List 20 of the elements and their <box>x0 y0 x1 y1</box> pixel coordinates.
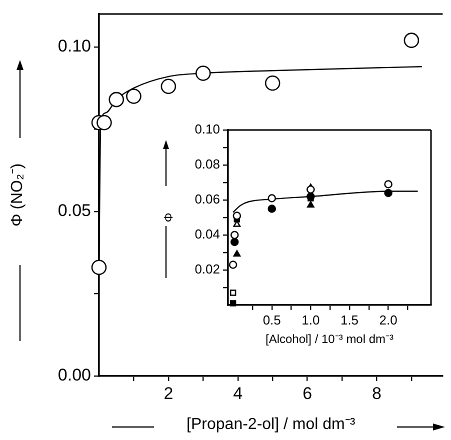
y-tick-label: 0.06 <box>194 192 220 207</box>
x-tick-label: 4 <box>233 384 243 403</box>
x-tick-label: 2 <box>164 384 174 403</box>
x-tick-label: 1.0 <box>302 312 320 328</box>
y-tick-label: 0.10 <box>58 36 91 56</box>
x-tick-label: 2.0 <box>379 312 398 328</box>
y-axis-title: Φ <box>162 212 176 222</box>
y-tick-label: 0.02 <box>194 262 220 277</box>
y-tick-label: 0.08 <box>194 156 220 172</box>
y-tick-label: 0.04 <box>194 226 220 242</box>
y-tick-label: 0.10 <box>194 122 220 137</box>
y-tick-label: 0.00 <box>58 366 91 385</box>
x-tick-label: 6 <box>302 384 312 403</box>
y-axis-title: Φ (NO₂⁻) <box>9 163 26 227</box>
x-axis-title: [Alcohol] / 10⁻³ mol dm⁻³ <box>265 332 394 346</box>
y-tick-label: 0.05 <box>58 201 91 220</box>
x-axis-title: [Propan-2-ol] / mol dm⁻³ <box>186 416 356 433</box>
x-tick-label: 1.5 <box>340 312 359 328</box>
x-tick-label: 8 <box>372 384 382 403</box>
x-tick-label: 0.5 <box>262 312 281 328</box>
